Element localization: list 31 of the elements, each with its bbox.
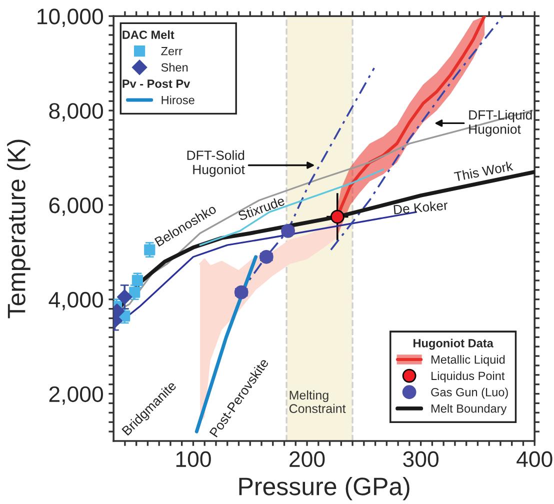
annotation: DFT-Liquid Hugoniot (469, 110, 532, 136)
point (281, 224, 295, 238)
y-tick-label: 4,000 (48, 292, 103, 310)
y-tick-label: 6,000 (49, 197, 103, 216)
point (144, 244, 156, 256)
x-tick-label: 300 (403, 451, 438, 468)
y-axis-title: Temperature (K) (7, 140, 30, 318)
annotation: DFT-Solid Hugoniot (187, 150, 245, 177)
legend-label: Metallic Liquid (432, 355, 505, 366)
point (259, 250, 274, 264)
legend-label: Zerr (161, 47, 182, 56)
legend-title: Hugoniot Data (414, 338, 494, 350)
point (330, 210, 344, 224)
x-tick-label: 100 (176, 451, 211, 468)
legend-label: Shen (161, 62, 188, 72)
legend-label: Hirose (162, 96, 194, 104)
legend-label: Melt Boundary (432, 404, 507, 416)
annotation: This Work (454, 160, 514, 182)
annotation: DAC Melt (122, 30, 174, 39)
legend-label: Gas Gun (Luo) (431, 388, 508, 399)
annotation: Stixrude (237, 196, 286, 221)
y-tick-label: 2,000 (49, 386, 103, 405)
x-tick-label: 400 (516, 451, 552, 468)
legend-label: Liquidus Point (432, 371, 505, 382)
band-label: Melting Constraint (289, 390, 346, 414)
annotation: De Koker (394, 200, 448, 214)
y-tick-label: 10,000 (38, 8, 103, 28)
x-tick-label: 200 (290, 451, 325, 468)
x-axis-title: Pressure (GPa) (239, 476, 410, 500)
y-tick-label: 8,000 (49, 103, 103, 122)
annotation: Pv - Post Pv (122, 80, 190, 88)
